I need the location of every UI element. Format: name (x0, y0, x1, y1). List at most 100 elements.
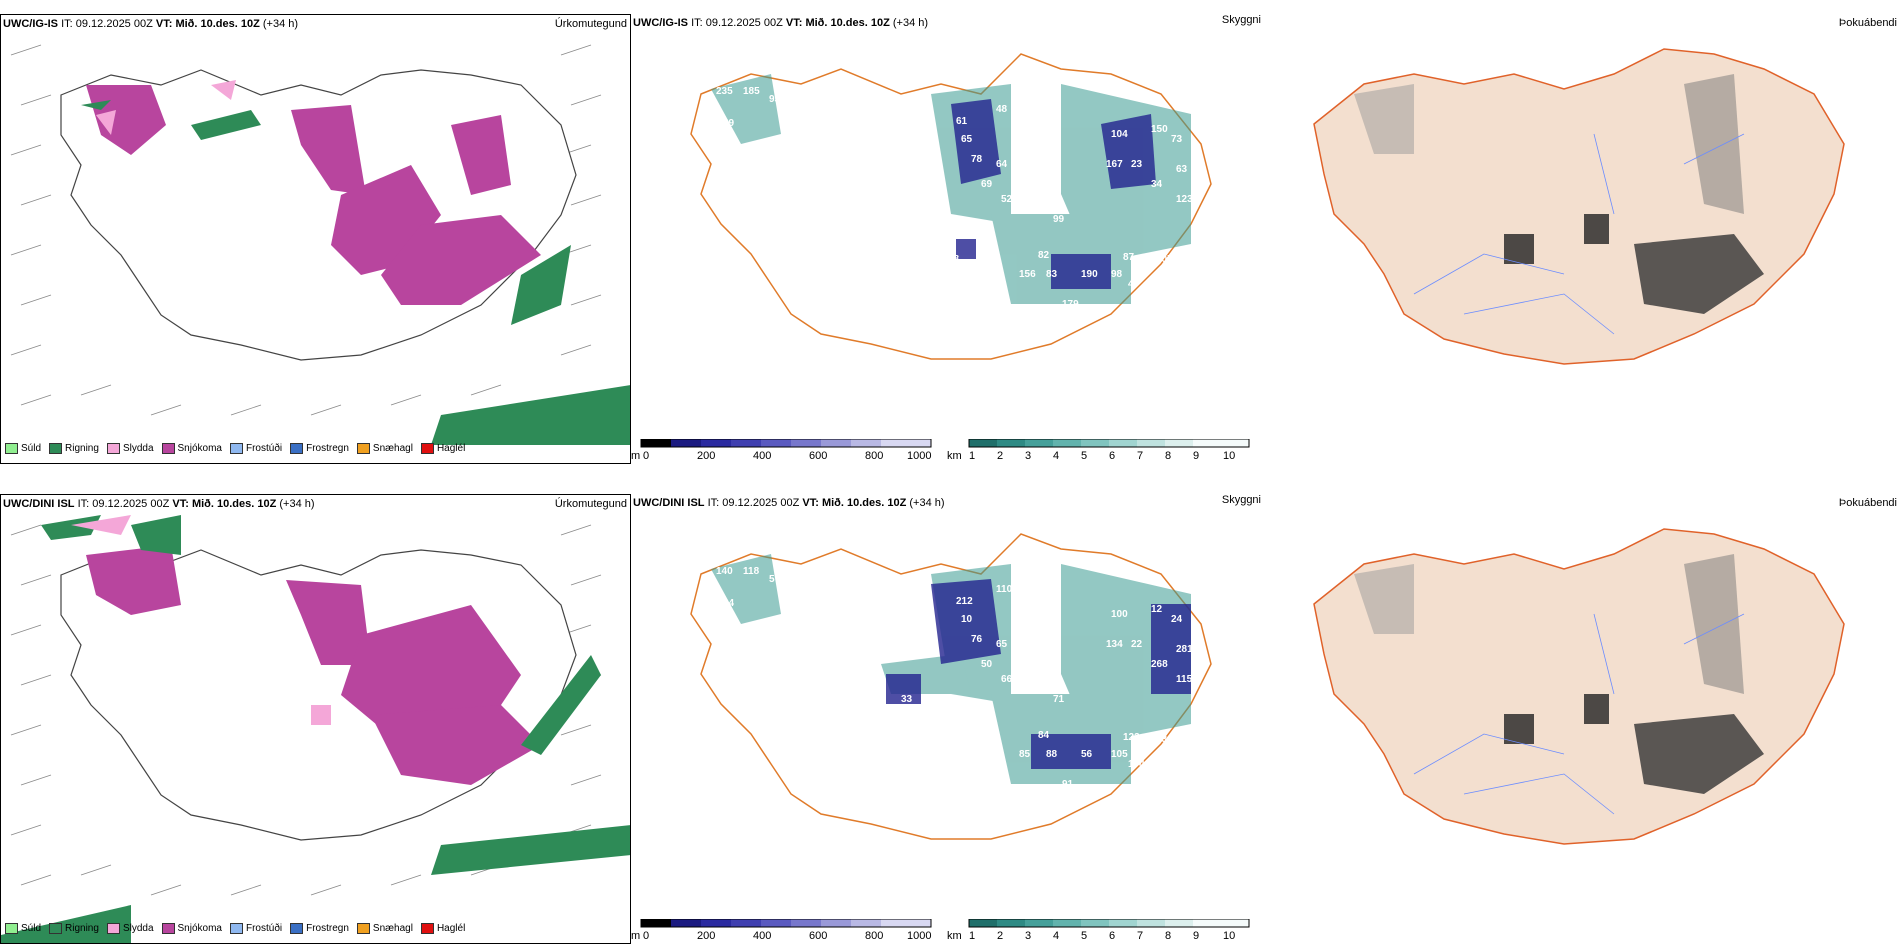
legend-swatch (5, 443, 18, 454)
visibility-tick: 10 (1223, 930, 1236, 942)
visibility-value-label: 267 (761, 146, 778, 157)
ceiling-tick: 1000 (907, 930, 932, 942)
visibility-value-label: 52 (1001, 194, 1013, 205)
legend-item: Frostúði (229, 923, 282, 934)
fog-panel-row0: Þokuábendi (1264, 14, 1900, 464)
visibility-value-label: 140 (716, 566, 733, 577)
visibility-unit: km (947, 930, 962, 942)
ceiling-tick: 600 (809, 930, 828, 942)
legend-item: Snjókoma (161, 443, 222, 454)
visibility-value-label: 48 (996, 104, 1008, 115)
visibility-value-label: 141 (761, 626, 778, 637)
ceiling-colorbar-swatches (640, 919, 932, 928)
legend-swatch (356, 923, 370, 934)
visibility-tick: 5 (1081, 930, 1088, 942)
visibility-value-label: 29 (991, 744, 1003, 755)
ceiling-colorbar: m 0 200 400 600 800 1000 (631, 919, 941, 944)
visibility-panel-row1: UWC/DINI ISL IT: 09.12.2025 00Z VT: Mið.… (631, 494, 1264, 944)
visibility-value-label: 212 (956, 596, 973, 607)
visibility-value-label: 71 (1053, 694, 1065, 705)
legend-swatch (229, 443, 243, 454)
visibility-value-label: 124 (1033, 579, 1050, 590)
visibility-tick: 7 (1137, 930, 1144, 942)
visibility-value-label: 64 (723, 598, 735, 609)
ceiling-tick: 400 (753, 930, 772, 942)
legend-swatch (106, 443, 120, 454)
precip-panel-row0: UWC/IG-IS IT: 09.12.2025 00Z VT: Mið. 10… (0, 14, 631, 464)
legend-item: Rigning (49, 923, 99, 934)
visibility-value-label: 12 (1151, 604, 1163, 615)
fog-shading (1354, 74, 1764, 314)
visibility-tick: 1 (969, 930, 976, 942)
visibility-tick: 1 (969, 450, 976, 462)
visibility-value-label: 33 (1196, 214, 1208, 225)
panel-title: UWC/IG-IS IT: 09.12.2025 00Z VT: Mið. 10… (3, 18, 299, 30)
visibility-value-label: 134 (1106, 639, 1123, 650)
panel-type-label: Úrkomutegund (554, 498, 627, 510)
visibility-value-label: 89 (723, 118, 735, 129)
legend-item: Frostregn (290, 443, 349, 454)
visibility-value-label: 98 (1111, 269, 1123, 280)
visibility-value-label: 24 (1171, 614, 1183, 625)
visibility-value-label: 115 (1176, 674, 1193, 685)
ceiling-tick: 800 (865, 450, 884, 462)
visibility-value-label: 65 (961, 134, 973, 145)
panel-type-label: Þokuábendi (1838, 17, 1897, 29)
visibility-value-label: 89 (1029, 814, 1041, 825)
visibility-tick: 8 (1165, 930, 1172, 942)
visibility-value-label: 123 (1176, 194, 1193, 205)
visibility-value-label: 268 (1151, 659, 1168, 670)
precip-legend-row0: Súld Rigning Slydda Snjókoma Frostúði Fr… (5, 443, 465, 454)
fog-map (1313, 528, 1845, 845)
visibility-value-label: 167 (1106, 159, 1123, 170)
rain-areas (81, 100, 630, 445)
legend-item: Rigning (49, 443, 99, 454)
visibility-value-label: 83 (1156, 734, 1168, 745)
legend-item: Slydda (106, 923, 154, 934)
ceiling-unit: m (631, 930, 641, 942)
visibility-tick: 4 (1053, 450, 1060, 462)
visibility-map (690, 53, 1212, 360)
visibility-value-label: 28 (1036, 200, 1048, 211)
legend-item: Súld (5, 443, 41, 454)
visibility-value-label: 10 (961, 614, 973, 625)
panel-title: UWC/DINI ISL IT: 09.12.2025 00Z VT: Mið.… (3, 498, 315, 510)
panel-type-label: Þokuábendi (1838, 497, 1897, 509)
visibility-tick: 7 (1137, 450, 1144, 462)
visibility-value-label: 107 (1156, 254, 1173, 265)
visibility-value-label: 100 (1111, 609, 1128, 620)
visibility-tick: 10 (1223, 450, 1236, 462)
ceiling-tick: 0 (643, 450, 650, 462)
fog-map (1313, 48, 1845, 365)
ceiling-tick: 200 (697, 450, 716, 462)
visibility-value-label: 47 (1128, 279, 1140, 290)
visibility-colorbar: km 1 2 3 4 5 6 7 8 9 10 (947, 439, 1259, 464)
sleet-areas (71, 515, 331, 725)
ceiling-colorbar-swatches (640, 439, 932, 448)
visibility-value-label: 175 (1191, 724, 1208, 735)
visibility-unit: km (947, 450, 962, 462)
visibility-value-label: 190 (1081, 269, 1098, 280)
visibility-value-label: 91 (1062, 779, 1074, 790)
visibility-value-label: 23 (1131, 159, 1143, 170)
visibility-value-label: 84 (1038, 730, 1050, 741)
ceiling-colorbar: m 0 200 400 600 800 1000 (631, 439, 941, 464)
visibility-tick: 6 (1109, 450, 1116, 462)
legend-item: Haglél (420, 443, 465, 454)
visibility-value-label: 73 (1171, 134, 1183, 145)
visibility-value-label: 70 (991, 264, 1003, 275)
visibility-tick: 6 (1109, 930, 1116, 942)
visibility-map (690, 533, 1212, 840)
ceiling-shading (951, 99, 1156, 289)
legend-swatch (49, 443, 63, 454)
visibility-colorbar-swatches (968, 439, 1250, 448)
visibility-value-label: 174 (1128, 759, 1145, 770)
ceiling-tick: 200 (697, 930, 716, 942)
legend-swatch (49, 923, 63, 934)
legend-item: Frostúði (229, 443, 282, 454)
visibility-value-label: 76 (971, 634, 983, 645)
visibility-tick: 3 (1025, 450, 1032, 462)
visibility-value-label: 235 (716, 86, 733, 97)
visibility-value-label: 88 (1046, 749, 1058, 760)
visibility-value-label: 105 (1111, 749, 1128, 760)
